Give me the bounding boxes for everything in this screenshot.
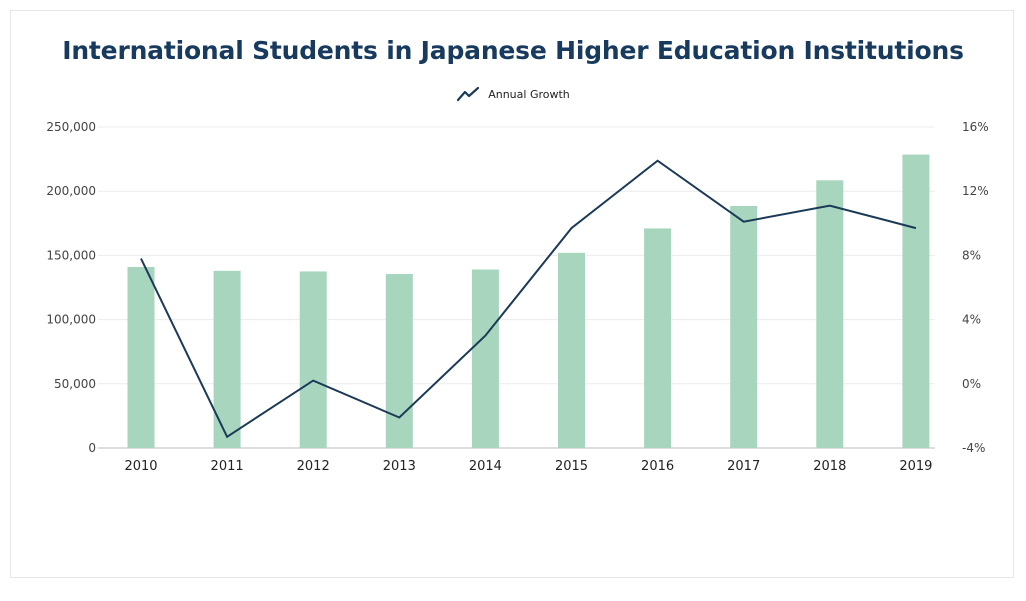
x-tick-label: 2015 (555, 459, 588, 474)
bar-2010 (127, 266, 155, 448)
bar-2014 (471, 269, 499, 448)
y-left-tick-label: 100,000 (46, 313, 96, 327)
y-right-tick-label: 12% (962, 184, 989, 198)
bar-2011 (213, 270, 241, 448)
y-right-tick-label: 16% (962, 120, 989, 134)
x-tick-label: 2011 (211, 459, 244, 474)
y-left-tick-label: 150,000 (46, 248, 96, 262)
bar-2015 (558, 252, 585, 448)
bar-2016 (644, 228, 672, 448)
x-tick-label: 2019 (899, 459, 932, 474)
bar-2012 (299, 271, 327, 448)
legend-label-annual-growth: Annual Growth (488, 87, 570, 101)
annual-growth-line (140, 159, 917, 439)
y-left-tick-label: 50,000 (54, 377, 96, 391)
x-tick-label: 2016 (641, 459, 674, 474)
bar-2019 (902, 154, 930, 448)
x-tick-label: 2010 (124, 459, 157, 474)
y-left-tick-label: 0 (88, 441, 96, 455)
bar-2018 (816, 180, 844, 448)
x-tick-label: 2018 (813, 459, 846, 474)
chart-legend: Annual Growth (0, 86, 1026, 102)
y-left-tick-label: 250,000 (46, 120, 96, 134)
y-right-tick-label: 8% (962, 248, 981, 262)
x-tick-label: 2012 (297, 459, 330, 474)
chart-frame (10, 10, 1014, 578)
y-right-tick-label: 4% (962, 313, 981, 327)
x-tick-label: 2014 (469, 459, 502, 474)
x-tick-label: 2017 (727, 459, 760, 474)
y-right-tick-label: 0% (962, 377, 981, 391)
chart-title: International Students in Japanese Highe… (62, 36, 964, 65)
bar-2017 (730, 205, 758, 448)
y-left-tick-label: 200,000 (46, 184, 96, 198)
x-tick-label: 2013 (383, 459, 416, 474)
line-chart-icon (457, 86, 480, 102)
bar-2013 (385, 274, 413, 448)
y-right-tick-label: -4% (962, 441, 985, 455)
